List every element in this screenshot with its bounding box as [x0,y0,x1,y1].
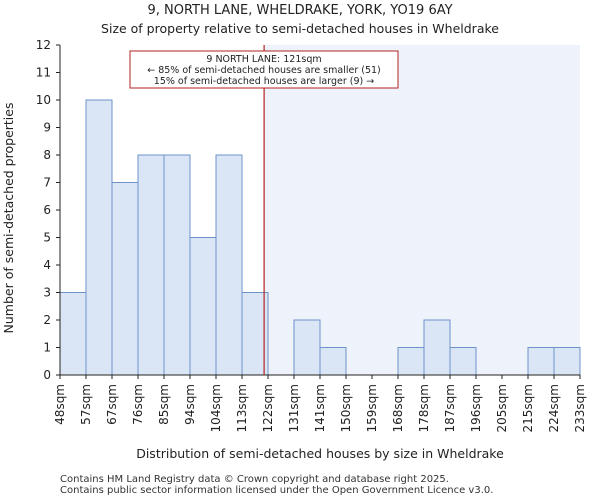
y-tick-label: 6 [43,203,51,217]
bar [189,237,217,376]
bar [553,347,581,376]
bar [423,319,451,376]
x-tick-label: 48sqm [53,384,67,425]
x-tick-label: 76sqm [131,384,145,425]
y-tick-label: 0 [43,368,51,382]
y-axis-label: Number of semi-detached properties [1,103,16,334]
x-tick-label: 122sqm [261,384,275,432]
x-tick-label: 159sqm [365,384,379,432]
x-axis-label: Distribution of semi-detached houses by … [136,446,504,461]
x-tick-label: 67sqm [105,384,119,425]
footer-credit-1: Contains HM Land Registry data © Crown c… [60,474,449,485]
x-tick-label: 233sqm [573,384,587,432]
annotation-line: 15% of semi-detached houses are larger (… [154,76,374,87]
bar [137,154,165,376]
bar [163,154,191,376]
y-tick-label: 10 [36,93,51,107]
x-tick-label: 224sqm [547,384,561,432]
x-tick-label: 94sqm [183,384,197,425]
bar [85,99,113,376]
annotation-line: ← 85% of semi-detached houses are smalle… [147,65,381,76]
y-tick-label: 11 [36,66,51,80]
y-tick-label: 12 [36,38,51,52]
x-tick-label: 187sqm [443,384,457,432]
y-tick-label: 5 [43,231,51,245]
bar [319,347,347,376]
x-tick-label: 104sqm [209,384,223,432]
x-tick-label: 85sqm [157,384,171,425]
x-tick-label: 215sqm [521,384,535,432]
bar [111,182,139,376]
annotation-box [129,50,399,89]
chart-subtitle: Size of property relative to semi-detach… [101,21,499,36]
y-tick-label: 3 [43,286,51,300]
x-tick-label: 150sqm [339,384,353,432]
bar [59,292,87,376]
x-tick-label: 205sqm [495,384,509,432]
y-tick-label: 1 [43,341,51,355]
bar [449,347,477,376]
y-tick-label: 8 [43,148,51,162]
y-tick-label: 4 [43,258,51,272]
x-tick-label: 113sqm [235,384,249,432]
bar [527,347,555,376]
bar [215,154,243,376]
x-tick-label: 196sqm [469,384,483,432]
x-tick-label: 178sqm [417,384,431,432]
x-tick-label: 57sqm [79,384,93,425]
x-tick-label: 141sqm [313,384,327,432]
y-tick-label: 2 [43,313,51,327]
footer-credit-2: Contains public sector information licen… [60,485,494,496]
y-tick-label: 7 [43,176,51,190]
y-tick-label: 9 [43,121,51,135]
x-tick-label: 131sqm [287,384,301,432]
annotation-line: 9 NORTH LANE: 121sqm [206,54,321,65]
bar [293,319,321,376]
x-tick-label: 168sqm [391,384,405,432]
bar [397,347,425,376]
chart-title: 9, NORTH LANE, WHELDRAKE, YORK, YO19 6AY [147,3,452,18]
